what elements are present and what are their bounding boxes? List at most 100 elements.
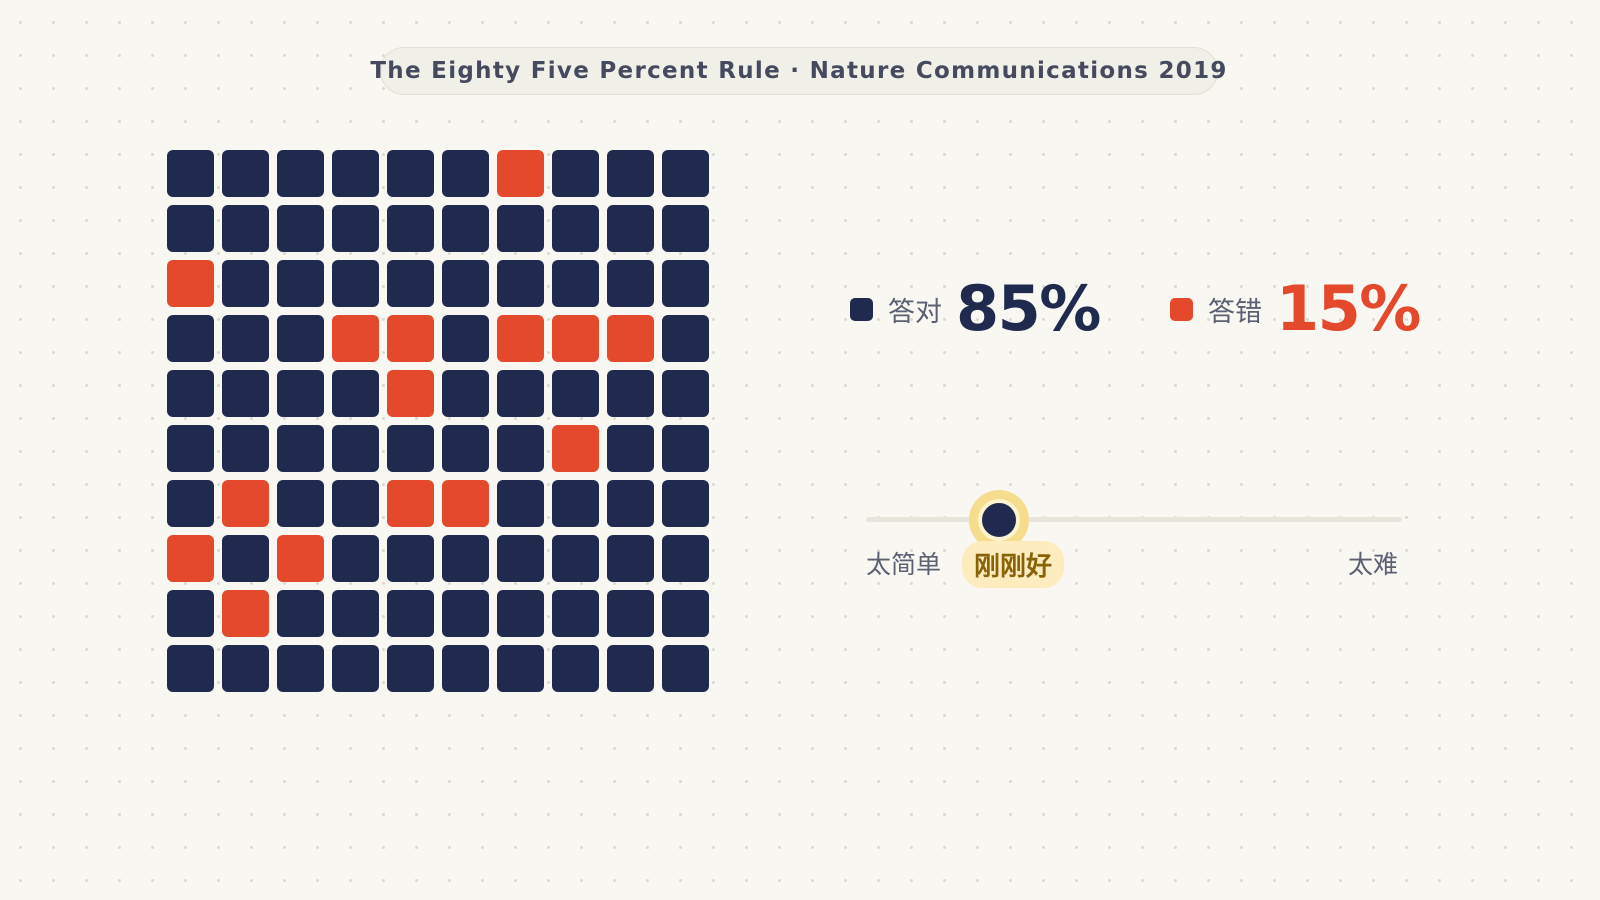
waffle-cell-wrong (277, 535, 324, 582)
waffle-cell-correct (387, 425, 434, 472)
waffle-cell-correct (552, 645, 599, 692)
difficulty-track (866, 517, 1402, 522)
waffle-cell-correct (662, 370, 709, 417)
waffle-cell-correct (497, 260, 544, 307)
waffle-cell-wrong (387, 370, 434, 417)
waffle-cell-correct (662, 535, 709, 582)
waffle-cell-wrong (387, 315, 434, 362)
waffle-cell-correct (607, 645, 654, 692)
waffle-cell-correct (662, 645, 709, 692)
waffle-cell-correct (552, 535, 599, 582)
waffle-cell-correct (497, 425, 544, 472)
waffle-cell-correct (332, 645, 379, 692)
waffle-cell-wrong (442, 480, 489, 527)
waffle-cell-correct (662, 425, 709, 472)
legend-correct: 答对 85% (850, 272, 1101, 345)
waffle-cell-correct (497, 645, 544, 692)
waffle-cell-correct (222, 370, 269, 417)
waffle-cell-correct (332, 425, 379, 472)
waffle-cell-correct (277, 590, 324, 637)
waffle-cell-correct (332, 370, 379, 417)
waffle-cell-correct (552, 480, 599, 527)
waffle-cell-correct (332, 150, 379, 197)
legend-correct-label: 答对 (888, 296, 942, 328)
waffle-cell-correct (662, 150, 709, 197)
legend-wrong: 答错 15% (1170, 272, 1421, 345)
waffle-cell-correct (497, 370, 544, 417)
waffle-cell-correct (442, 535, 489, 582)
legend-wrong-label: 答错 (1208, 296, 1262, 328)
waffle-cell-wrong (552, 425, 599, 472)
waffle-cell-correct (662, 315, 709, 362)
waffle-cell-correct (387, 205, 434, 252)
waffle-cell-correct (277, 370, 324, 417)
waffle-cell-wrong (222, 480, 269, 527)
waffle-cell-correct (277, 260, 324, 307)
difficulty-knob[interactable] (978, 499, 1020, 541)
waffle-chart (167, 150, 709, 692)
waffle-cell-correct (607, 150, 654, 197)
waffle-cell-correct (607, 205, 654, 252)
waffle-cell-wrong (607, 315, 654, 362)
legend-wrong-swatch (1170, 297, 1193, 321)
waffle-cell-correct (332, 480, 379, 527)
waffle-cell-correct (442, 205, 489, 252)
waffle-cell-correct (607, 260, 654, 307)
waffle-cell-wrong (497, 150, 544, 197)
waffle-cell-correct (277, 315, 324, 362)
waffle-cell-correct (497, 205, 544, 252)
waffle-cell-correct (222, 425, 269, 472)
waffle-cell-correct (442, 315, 489, 362)
waffle-cell-correct (167, 425, 214, 472)
waffle-cell-wrong (332, 315, 379, 362)
waffle-cell-correct (222, 315, 269, 362)
waffle-cell-correct (662, 260, 709, 307)
page-title: The Eighty Five Percent Rule · Nature Co… (370, 47, 1226, 95)
waffle-cell-correct (222, 150, 269, 197)
waffle-cell-correct (277, 425, 324, 472)
waffle-cell-correct (497, 590, 544, 637)
waffle-cell-correct (332, 205, 379, 252)
waffle-cell-correct (332, 590, 379, 637)
waffle-cell-correct (662, 480, 709, 527)
waffle-cell-correct (277, 205, 324, 252)
waffle-cell-correct (442, 370, 489, 417)
waffle-cell-correct (442, 150, 489, 197)
waffle-cell-correct (167, 645, 214, 692)
waffle-cell-correct (222, 645, 269, 692)
waffle-cell-wrong (552, 315, 599, 362)
waffle-cell-wrong (167, 260, 214, 307)
waffle-cell-correct (442, 590, 489, 637)
waffle-cell-correct (167, 590, 214, 637)
waffle-cell-correct (662, 590, 709, 637)
waffle-cell-correct (387, 590, 434, 637)
waffle-cell-correct (607, 480, 654, 527)
waffle-cell-correct (167, 480, 214, 527)
waffle-cell-correct (167, 370, 214, 417)
waffle-cell-correct (497, 480, 544, 527)
waffle-cell-wrong (387, 480, 434, 527)
waffle-cell-correct (387, 260, 434, 307)
waffle-cell-correct (387, 535, 434, 582)
waffle-cell-correct (442, 425, 489, 472)
label-too-easy: 太简单 (866, 550, 942, 579)
waffle-cell-wrong (222, 590, 269, 637)
waffle-cell-correct (607, 535, 654, 582)
waffle-cell-correct (552, 370, 599, 417)
waffle-cell-correct (167, 315, 214, 362)
waffle-cell-correct (332, 260, 379, 307)
waffle-cell-correct (607, 370, 654, 417)
waffle-cell-correct (387, 150, 434, 197)
waffle-cell-correct (662, 205, 709, 252)
waffle-cell-correct (222, 260, 269, 307)
legend-wrong-value: 15% (1276, 272, 1421, 345)
waffle-cell-correct (387, 645, 434, 692)
waffle-cell-correct (277, 150, 324, 197)
waffle-cell-correct (277, 480, 324, 527)
waffle-cell-correct (167, 150, 214, 197)
waffle-cell-correct (552, 150, 599, 197)
waffle-cell-correct (552, 260, 599, 307)
waffle-cell-correct (277, 645, 324, 692)
legend-correct-value: 85% (956, 272, 1101, 345)
waffle-cell-correct (497, 535, 544, 582)
